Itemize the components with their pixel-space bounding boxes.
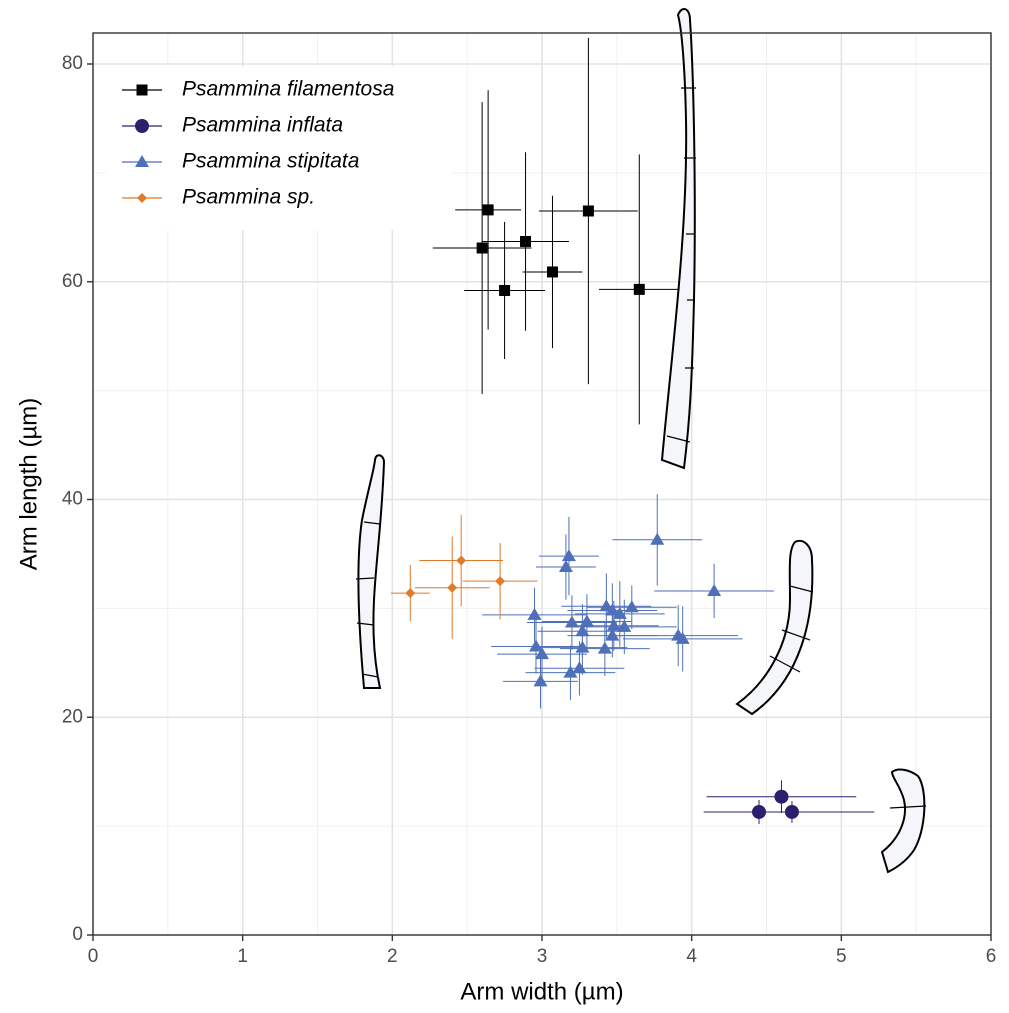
- point: [579, 614, 594, 627]
- point: [527, 607, 542, 620]
- x-tick-label: 0: [88, 946, 99, 967]
- point: [563, 665, 578, 678]
- point: [707, 583, 722, 596]
- x-axis-title: Arm width (µm): [460, 978, 623, 1005]
- point: [597, 641, 612, 654]
- point: [529, 639, 544, 652]
- point: [564, 615, 579, 628]
- point: [520, 235, 532, 247]
- point: [650, 532, 665, 545]
- point: [612, 606, 627, 619]
- legend-key: [135, 119, 149, 133]
- legend-box: [106, 66, 452, 230]
- x-tick-label: 6: [986, 946, 997, 967]
- x-tick-label: 5: [836, 946, 847, 967]
- point: [482, 204, 494, 216]
- point: [535, 647, 549, 660]
- x-tick-label: 1: [237, 946, 248, 967]
- point: [572, 661, 587, 674]
- point: [784, 804, 799, 819]
- point: [617, 619, 632, 632]
- legend-label: Psammina sp.: [182, 186, 315, 209]
- shell-drawings: [355, 8, 927, 874]
- point: [561, 549, 576, 562]
- point: [533, 674, 548, 687]
- point: [405, 588, 416, 599]
- point: [624, 600, 639, 613]
- point: [546, 266, 558, 278]
- y-tick-label: 0: [72, 924, 83, 945]
- y-tick-label: 60: [62, 271, 83, 292]
- point: [606, 618, 621, 631]
- point: [605, 628, 620, 641]
- legend-key: [137, 193, 147, 203]
- point: [582, 205, 594, 217]
- point: [558, 560, 573, 573]
- x-tick-label: 3: [537, 946, 548, 967]
- y-tick-label: 40: [62, 489, 83, 510]
- y-tick-label: 20: [62, 706, 83, 727]
- point: [752, 804, 767, 819]
- legend: Psammina filamentosa Psammina inflata Psam…: [106, 66, 452, 230]
- point: [456, 555, 467, 566]
- y-tick-label: 80: [62, 53, 83, 74]
- point: [605, 603, 620, 616]
- point: [774, 789, 789, 804]
- point: [675, 631, 690, 644]
- point: [575, 624, 590, 637]
- point: [476, 242, 488, 254]
- x-tick-label: 2: [387, 946, 398, 967]
- legend-label: Psammina filamentosa: [182, 78, 394, 101]
- point: [633, 283, 645, 295]
- point: [575, 640, 590, 653]
- legend-label: Psammina inflata: [182, 114, 343, 137]
- point: [499, 284, 511, 296]
- legend-key: [135, 155, 149, 167]
- point: [495, 576, 506, 587]
- x-tick-label: 4: [686, 946, 697, 967]
- point: [447, 582, 458, 593]
- data: [390, 37, 875, 824]
- y-axis-title: Arm length (µm): [15, 398, 42, 571]
- legend-key: [136, 84, 148, 96]
- legend-label: Psammina stipitata: [182, 150, 359, 173]
